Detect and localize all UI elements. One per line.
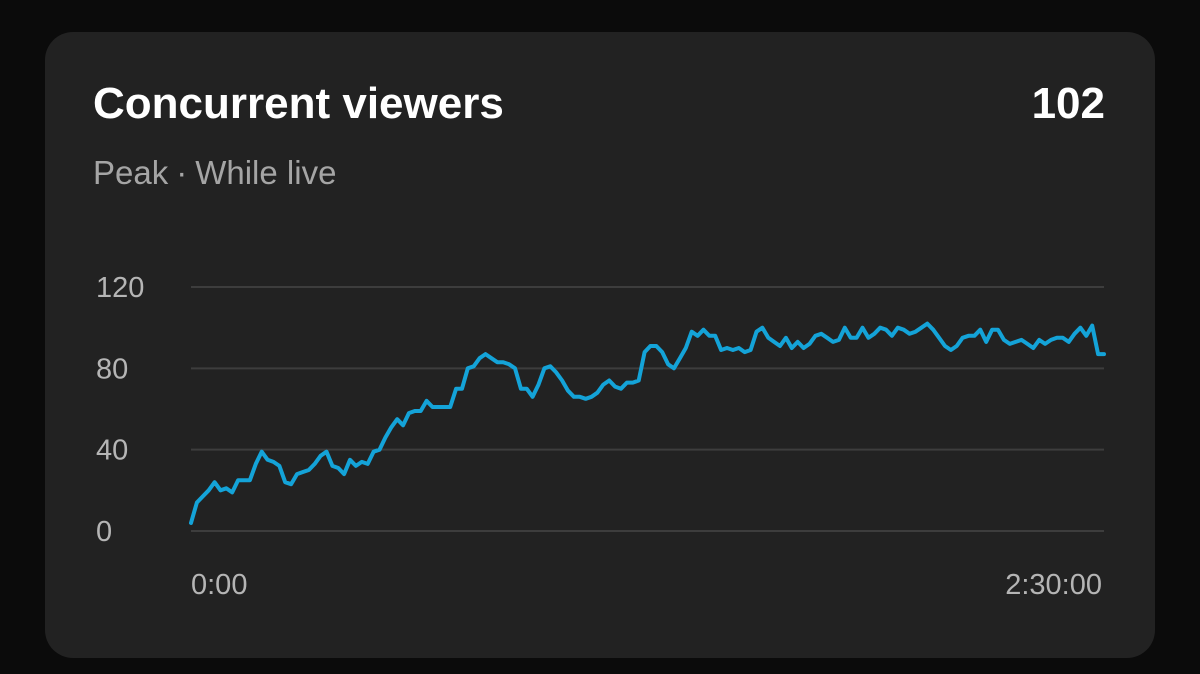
subtitle-separator: · bbox=[176, 154, 188, 191]
peak-value: 102 bbox=[1031, 79, 1105, 128]
viewers-line-chart: 0 40 80 120 0:00 2:30:00 bbox=[96, 272, 1106, 601]
card-subtitle: Peak · While live bbox=[93, 156, 336, 189]
series-layer bbox=[189, 321, 1106, 525]
grid-lines bbox=[191, 286, 1104, 532]
y-tick-label: 40 bbox=[96, 435, 128, 467]
y-tick-label: 80 bbox=[96, 353, 128, 385]
x-tick-label-start: 0:00 bbox=[191, 569, 247, 601]
y-tick-label: 0 bbox=[96, 516, 112, 548]
subtitle-period: While live bbox=[195, 154, 337, 191]
card-title: Concurrent viewers bbox=[93, 79, 504, 128]
y-axis-ticks: 0 40 80 120 bbox=[96, 272, 144, 548]
concurrent-viewers-card: Concurrent viewers 102 Peak · While live 0… bbox=[45, 32, 1155, 658]
y-tick-label: 120 bbox=[96, 272, 144, 304]
subtitle-metric: Peak bbox=[93, 154, 169, 191]
viewers-series-line bbox=[189, 321, 1106, 525]
x-tick-label-end: 2:30:00 bbox=[1005, 569, 1102, 601]
x-axis-ticks: 0:00 2:30:00 bbox=[191, 569, 1102, 601]
